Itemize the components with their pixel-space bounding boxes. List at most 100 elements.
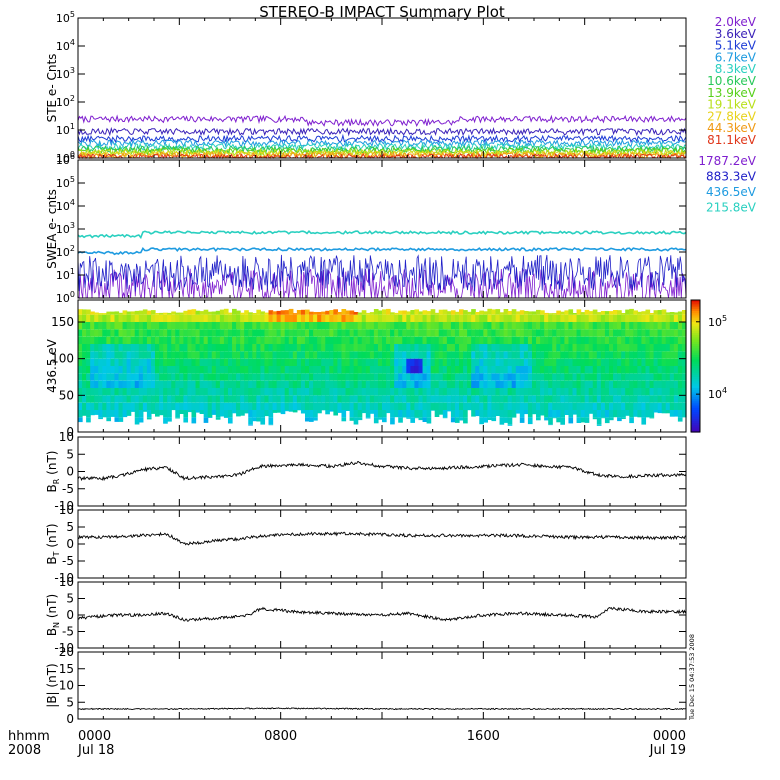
heatmap-cell [580, 322, 586, 330]
heatmap-cell [325, 336, 330, 344]
heatmap-cell [633, 410, 638, 417]
heatmap-cell [604, 351, 610, 359]
heatmap-cell [576, 309, 582, 315]
heatmap-cell [442, 329, 448, 337]
heatmap-cell [240, 314, 245, 322]
generation-stamp: Tue Dec 15 04:37:53 2008 [688, 634, 696, 721]
heatmap-cell [515, 388, 521, 396]
heatmap-cell [114, 373, 120, 381]
heatmap-cell [511, 358, 517, 366]
heatmap-cell [207, 311, 213, 315]
heatmap-cell [333, 366, 339, 374]
heatmap-cell [138, 336, 144, 344]
heatmap-cell [272, 351, 278, 359]
heatmap-cell [82, 358, 87, 366]
heatmap-cell [552, 322, 557, 330]
heatmap-cell [552, 373, 557, 381]
heatmap-cell [349, 380, 355, 388]
heatmap-cell [398, 314, 403, 322]
heatmap-cell [369, 410, 375, 414]
heatmap-cell [604, 311, 610, 315]
heatmap-cell [414, 336, 420, 344]
heatmap-cell [625, 410, 630, 416]
heatmap-cell [349, 322, 355, 330]
heatmap-cell [637, 395, 643, 403]
heatmap-cell [430, 344, 436, 352]
heatmap-cell [357, 380, 363, 388]
heatmap-cell [227, 395, 233, 403]
heatmap-cell [471, 402, 476, 410]
heatmap-cell [629, 373, 634, 381]
heatmap-cell [544, 402, 549, 410]
heatmap-cell [142, 373, 148, 381]
heatmap-cell [438, 322, 444, 330]
heatmap-cell [382, 380, 387, 388]
heatmap-cell [244, 410, 249, 414]
heatmap-cell [544, 322, 549, 330]
heatmap-cell [446, 311, 452, 315]
heatmap-cell [503, 410, 509, 418]
heatmap-cell [248, 336, 253, 344]
heatmap-cell [386, 329, 391, 337]
heatmap-cell [576, 344, 582, 352]
heatmap-cell [195, 351, 201, 359]
heatmap-cell [657, 314, 663, 322]
heatmap-cell [681, 358, 687, 366]
heatmap-cell [677, 395, 683, 403]
heatmap-cell [669, 373, 675, 381]
heatmap-cell [317, 402, 322, 410]
heatmap-cell [313, 344, 318, 352]
heatmap-cell [150, 410, 156, 414]
heatmap-cell [454, 366, 460, 374]
heatmap-cell [438, 351, 444, 359]
br-trace [77, 461, 687, 482]
heatmap-cell [572, 314, 578, 322]
heatmap-cell [256, 336, 261, 344]
heatmap-cell [159, 410, 164, 416]
heatmap-cell [398, 366, 403, 374]
heatmap-cell [471, 395, 476, 403]
heatmap-cell [82, 336, 87, 344]
heatmap-cell [211, 366, 217, 374]
heatmap-cell [90, 395, 95, 403]
heatmap-cell [365, 314, 371, 322]
heatmap-cell [608, 410, 614, 418]
bn-trace [77, 606, 687, 622]
heatmap-cell [467, 358, 472, 366]
heatmap-cell [248, 388, 253, 396]
heatmap-cell [507, 351, 513, 359]
heatmap-cell [463, 336, 468, 344]
heatmap-cell [438, 366, 444, 374]
heatmap-cell [361, 395, 367, 403]
heatmap-cell [268, 351, 274, 359]
heatmap-cell [102, 322, 107, 330]
heatmap-cell [406, 388, 411, 396]
heatmap-cell [645, 358, 651, 366]
heatmap-cell [260, 311, 266, 315]
heatmap-cell [215, 380, 221, 388]
heatmap-cell [604, 366, 610, 374]
ste-series-line [77, 126, 687, 137]
heatmap-cell [402, 358, 407, 366]
heatmap-cell [657, 410, 663, 414]
heatmap-cell [625, 373, 630, 381]
heatmap-cell [454, 395, 460, 403]
heatmap-cell [325, 322, 330, 330]
heatmap-cell [118, 366, 124, 374]
heatmap-cell [248, 358, 253, 366]
heatmap-cell [300, 395, 306, 403]
colorbar-segment [691, 333, 700, 336]
heatmap-cell [471, 314, 476, 322]
heatmap-cell [203, 366, 209, 374]
heatmap-cell [540, 351, 545, 359]
y-axis-label: BR (nT) [45, 451, 61, 493]
heatmap-cell [223, 351, 229, 359]
heatmap-cell [442, 351, 448, 359]
heatmap-cell [621, 336, 626, 344]
heatmap-cell [86, 329, 91, 337]
heatmap-cell [329, 380, 334, 388]
heatmap-cell [150, 310, 156, 315]
heatmap-cell [483, 336, 488, 344]
heatmap-cell [325, 314, 330, 322]
heatmap-cell [191, 322, 197, 330]
